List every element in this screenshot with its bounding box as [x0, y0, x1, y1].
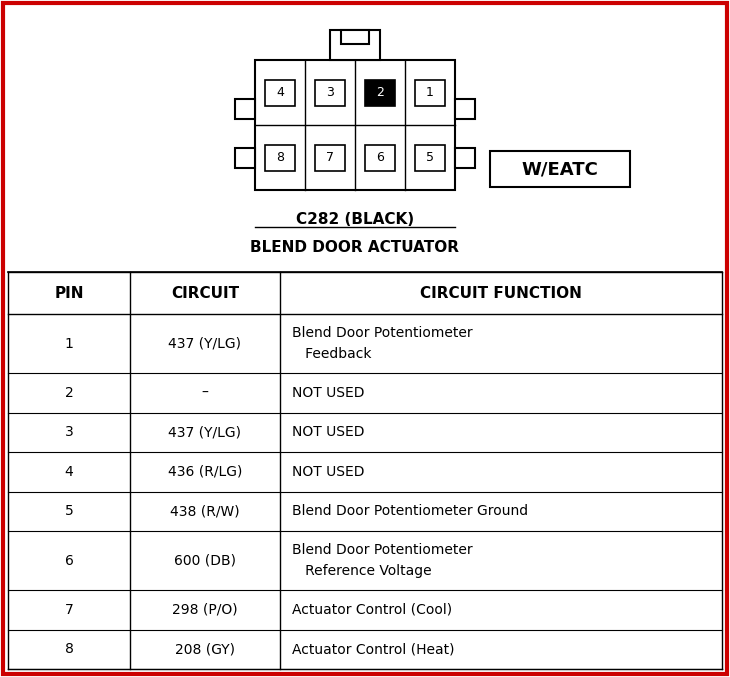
Text: 298 (P/O): 298 (P/O) — [172, 603, 238, 617]
Text: 5: 5 — [65, 504, 74, 518]
Bar — [341, 30, 369, 44]
Text: 437 (Y/LG): 437 (Y/LG) — [169, 336, 242, 351]
Text: 3: 3 — [326, 86, 334, 99]
Bar — [490, 151, 630, 187]
Text: 438 (R/W): 438 (R/W) — [170, 504, 240, 518]
Text: C282 (BLACK): C282 (BLACK) — [296, 211, 414, 227]
Text: 436 (R/LG): 436 (R/LG) — [168, 465, 242, 479]
Text: 6: 6 — [64, 554, 74, 567]
Text: NOT USED: NOT USED — [292, 465, 364, 479]
Text: 7: 7 — [65, 603, 74, 617]
Text: 2: 2 — [65, 386, 74, 400]
Text: NOT USED: NOT USED — [292, 425, 364, 439]
Text: Blend Door Potentiometer: Blend Door Potentiometer — [292, 326, 472, 340]
Text: 600 (DB): 600 (DB) — [174, 554, 236, 567]
Bar — [415, 79, 445, 106]
Text: 208 (GY): 208 (GY) — [175, 642, 235, 656]
Bar — [455, 100, 475, 119]
Text: Actuator Control (Cool): Actuator Control (Cool) — [292, 603, 452, 617]
Bar — [235, 100, 255, 119]
Text: 2: 2 — [376, 86, 384, 99]
Text: CIRCUIT FUNCTION: CIRCUIT FUNCTION — [420, 286, 582, 301]
Text: NOT USED: NOT USED — [292, 386, 364, 400]
Text: W/EATC: W/EATC — [521, 160, 599, 178]
Text: Blend Door Potentiometer: Blend Door Potentiometer — [292, 543, 472, 557]
Bar — [365, 79, 395, 106]
Bar — [455, 148, 475, 167]
Bar — [255, 60, 455, 190]
Text: Blend Door Potentiometer Ground: Blend Door Potentiometer Ground — [292, 504, 528, 518]
Text: 4: 4 — [65, 465, 74, 479]
Bar — [315, 144, 345, 171]
Bar — [330, 30, 380, 60]
Text: 4: 4 — [276, 86, 284, 99]
Bar — [415, 144, 445, 171]
Bar — [365, 144, 395, 171]
Text: Reference Voltage: Reference Voltage — [292, 564, 431, 578]
Text: Actuator Control (Heat): Actuator Control (Heat) — [292, 642, 455, 656]
Bar — [315, 79, 345, 106]
Text: 1: 1 — [64, 336, 74, 351]
Text: 5: 5 — [426, 151, 434, 164]
Text: PIN: PIN — [54, 286, 84, 301]
Text: 6: 6 — [376, 151, 384, 164]
Text: CIRCUIT: CIRCUIT — [171, 286, 239, 301]
Text: BLEND DOOR ACTUATOR: BLEND DOOR ACTUATOR — [250, 240, 459, 255]
Text: –: – — [201, 386, 209, 400]
Bar — [265, 144, 295, 171]
Text: 437 (Y/LG): 437 (Y/LG) — [169, 425, 242, 439]
Bar — [235, 148, 255, 167]
Text: 7: 7 — [326, 151, 334, 164]
Text: Feedback: Feedback — [292, 347, 372, 362]
Text: 1: 1 — [426, 86, 434, 99]
Text: 3: 3 — [65, 425, 74, 439]
Text: 8: 8 — [276, 151, 284, 164]
Text: 8: 8 — [64, 642, 74, 656]
Bar — [265, 79, 295, 106]
